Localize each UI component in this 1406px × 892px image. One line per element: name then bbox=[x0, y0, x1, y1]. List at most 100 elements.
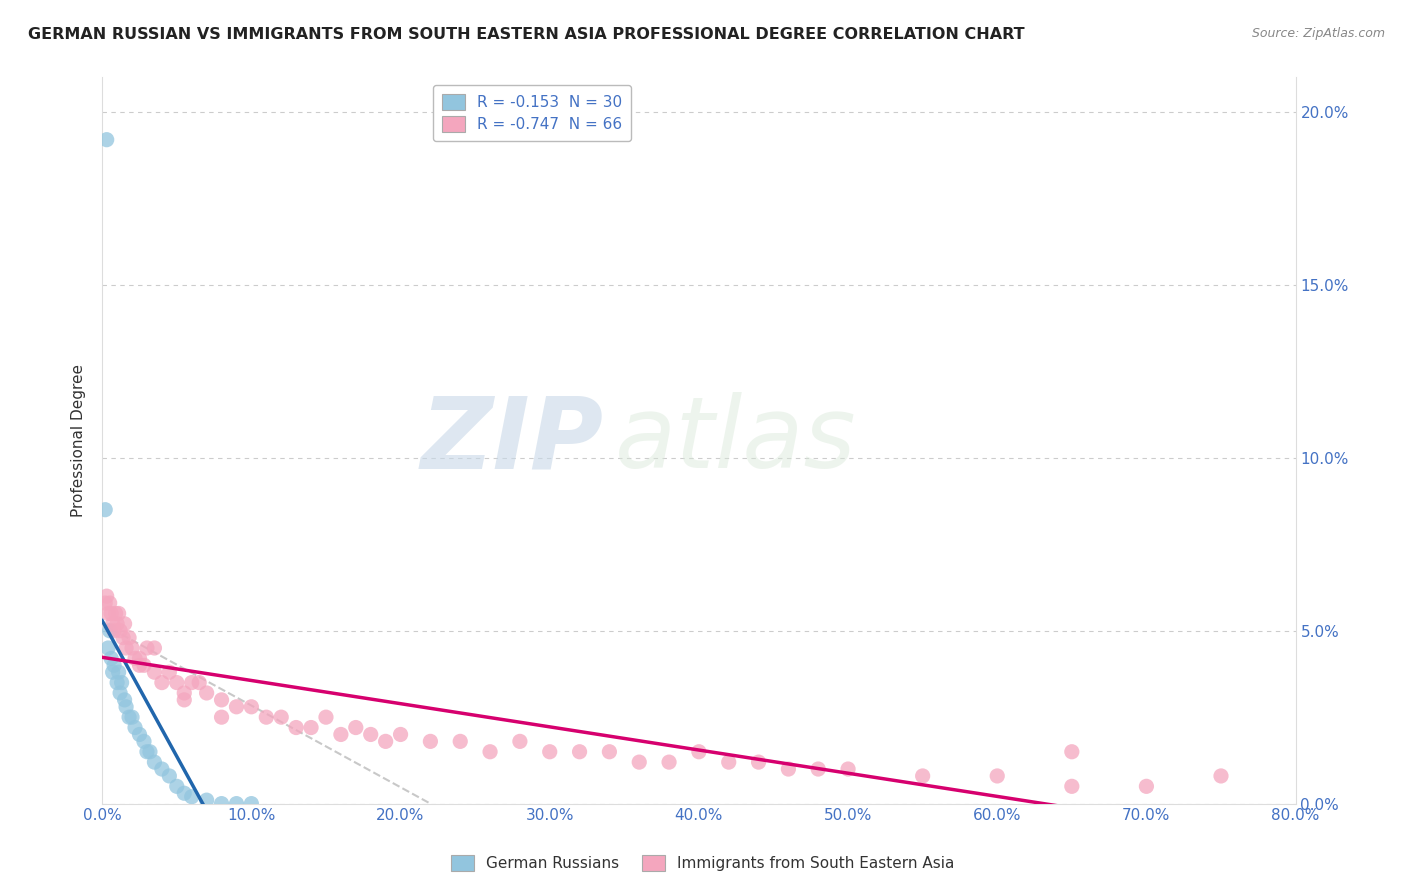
Point bbox=[105, 616, 128, 631]
Point bbox=[96, 589, 118, 603]
Point bbox=[254, 710, 277, 724]
Point bbox=[118, 631, 141, 645]
Point bbox=[748, 755, 770, 769]
Point bbox=[121, 710, 143, 724]
Point bbox=[166, 675, 188, 690]
Point bbox=[1135, 780, 1157, 794]
Point bbox=[143, 665, 166, 680]
Point bbox=[986, 769, 1008, 783]
Text: Source: ZipAtlas.com: Source: ZipAtlas.com bbox=[1251, 27, 1385, 40]
Point bbox=[688, 745, 710, 759]
Point bbox=[173, 693, 195, 707]
Point bbox=[157, 665, 180, 680]
Point bbox=[240, 699, 263, 714]
Point bbox=[717, 755, 740, 769]
Point bbox=[329, 727, 352, 741]
Point bbox=[107, 607, 129, 621]
Point bbox=[837, 762, 859, 776]
Legend: German Russians, Immigrants from South Eastern Asia: German Russians, Immigrants from South E… bbox=[446, 849, 960, 877]
Point bbox=[136, 640, 159, 655]
Point bbox=[360, 727, 382, 741]
Point bbox=[104, 607, 127, 621]
Y-axis label: Professional Degree: Professional Degree bbox=[72, 364, 86, 517]
Point bbox=[166, 780, 188, 794]
Point bbox=[114, 616, 136, 631]
Point bbox=[105, 675, 128, 690]
Point bbox=[568, 745, 591, 759]
Point bbox=[150, 762, 173, 776]
Point bbox=[315, 710, 337, 724]
Point bbox=[509, 734, 531, 748]
Point bbox=[173, 686, 195, 700]
Point bbox=[211, 797, 233, 811]
Point bbox=[240, 797, 263, 811]
Point bbox=[101, 616, 124, 631]
Point bbox=[374, 734, 396, 748]
Point bbox=[96, 133, 118, 147]
Point bbox=[658, 755, 681, 769]
Point bbox=[112, 631, 135, 645]
Point bbox=[94, 596, 117, 610]
Point bbox=[108, 624, 131, 638]
Point bbox=[173, 786, 195, 800]
Point bbox=[598, 745, 620, 759]
Point bbox=[132, 658, 155, 673]
Point bbox=[1060, 780, 1083, 794]
Point bbox=[108, 686, 131, 700]
Point bbox=[114, 693, 136, 707]
Point bbox=[911, 769, 934, 783]
Point bbox=[100, 607, 122, 621]
Point bbox=[807, 762, 830, 776]
Point bbox=[124, 651, 146, 665]
Point bbox=[128, 658, 150, 673]
Point bbox=[211, 710, 233, 724]
Point bbox=[97, 607, 120, 621]
Point bbox=[419, 734, 441, 748]
Point bbox=[110, 675, 132, 690]
Point bbox=[101, 665, 124, 680]
Point bbox=[270, 710, 292, 724]
Point bbox=[157, 769, 180, 783]
Point bbox=[449, 734, 471, 748]
Point bbox=[225, 699, 247, 714]
Text: GERMAN RUSSIAN VS IMMIGRANTS FROM SOUTH EASTERN ASIA PROFESSIONAL DEGREE CORRELA: GERMAN RUSSIAN VS IMMIGRANTS FROM SOUTH … bbox=[28, 27, 1025, 42]
Point bbox=[97, 640, 120, 655]
Point bbox=[1209, 769, 1232, 783]
Point bbox=[128, 727, 150, 741]
Point bbox=[121, 640, 143, 655]
Point bbox=[285, 721, 308, 735]
Text: ZIP: ZIP bbox=[420, 392, 603, 489]
Point bbox=[128, 651, 150, 665]
Point bbox=[103, 658, 125, 673]
Point bbox=[1060, 745, 1083, 759]
Point bbox=[100, 651, 122, 665]
Point bbox=[538, 745, 561, 759]
Point bbox=[628, 755, 651, 769]
Point bbox=[195, 686, 218, 700]
Point bbox=[115, 640, 138, 655]
Legend: R = -0.153  N = 30, R = -0.747  N = 66: R = -0.153 N = 30, R = -0.747 N = 66 bbox=[433, 85, 631, 142]
Point bbox=[103, 624, 125, 638]
Point bbox=[211, 693, 233, 707]
Text: atlas: atlas bbox=[616, 392, 858, 489]
Point bbox=[143, 755, 166, 769]
Point bbox=[479, 745, 502, 759]
Point bbox=[389, 727, 412, 741]
Point bbox=[136, 745, 159, 759]
Point bbox=[195, 793, 218, 807]
Point bbox=[150, 675, 173, 690]
Point bbox=[107, 665, 129, 680]
Point bbox=[98, 596, 121, 610]
Point bbox=[299, 721, 322, 735]
Point bbox=[98, 624, 121, 638]
Point bbox=[139, 745, 162, 759]
Point bbox=[180, 675, 202, 690]
Point bbox=[225, 797, 247, 811]
Point bbox=[143, 640, 166, 655]
Point bbox=[188, 675, 211, 690]
Point bbox=[778, 762, 800, 776]
Point bbox=[344, 721, 367, 735]
Point bbox=[180, 789, 202, 804]
Point bbox=[115, 699, 138, 714]
Point bbox=[118, 710, 141, 724]
